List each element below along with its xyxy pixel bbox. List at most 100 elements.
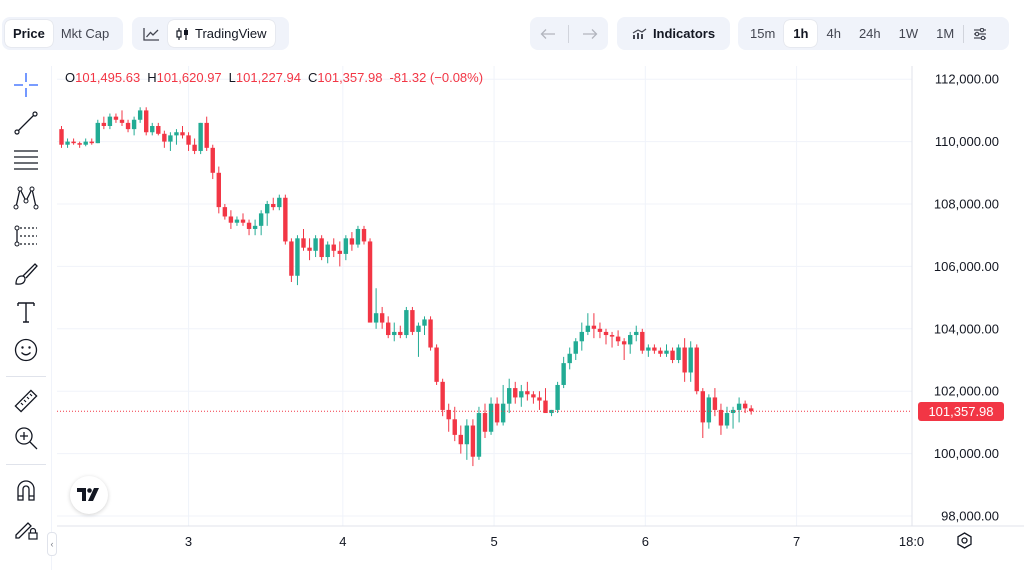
candle-body [543, 400, 548, 414]
crosshair-tool[interactable] [9, 70, 43, 100]
candle [295, 235, 300, 286]
candle [313, 235, 318, 258]
tool-divider-2 [6, 464, 46, 465]
candle [476, 406, 482, 460]
candle [398, 325, 403, 339]
candle [664, 344, 669, 357]
candle [150, 122, 155, 136]
candle [652, 344, 657, 354]
candle [222, 204, 228, 220]
candle-body [452, 419, 457, 435]
prediction-tool[interactable] [9, 221, 43, 251]
candle-body [174, 132, 179, 136]
candle [228, 210, 234, 229]
candle [712, 388, 718, 417]
candle-body [246, 222, 252, 229]
candle-body [609, 335, 615, 337]
candle [119, 110, 125, 126]
interval-15m[interactable]: 15m [750, 26, 776, 41]
candle [621, 338, 627, 360]
candle [658, 347, 663, 357]
candle [513, 381, 518, 404]
price-option[interactable]: Price [5, 20, 53, 47]
candle [174, 129, 179, 145]
candle [591, 313, 597, 339]
candle [434, 344, 439, 385]
interval-24h[interactable]: 24h [858, 26, 881, 41]
candle-body [234, 219, 240, 223]
candle [428, 316, 433, 351]
candle-body [470, 425, 476, 457]
zoom-in-tool[interactable] [9, 423, 43, 453]
candle-body [658, 350, 663, 354]
prediction-icon [14, 225, 37, 247]
candle-body [591, 325, 597, 329]
redo-button[interactable] [574, 20, 606, 47]
time-tick-label: 18:0 [899, 534, 924, 549]
data-type-switch: Price Mkt Cap [2, 17, 123, 50]
candle [337, 241, 342, 267]
candle-body [482, 413, 488, 432]
candle [131, 116, 137, 136]
candle-body [646, 347, 651, 351]
emoji-icon [14, 338, 38, 362]
market-cap-option[interactable]: Mkt Cap [60, 26, 110, 41]
brush-tool[interactable] [9, 259, 43, 289]
candle [59, 126, 64, 148]
chart-settings-button[interactable] [964, 20, 996, 47]
candles [59, 107, 754, 467]
candle-body [343, 238, 349, 254]
candle-body [355, 228, 361, 245]
text-tool[interactable] [9, 297, 43, 327]
candle-body [107, 116, 113, 126]
time-axis: 3 4 5 6 7 18:0 [185, 534, 924, 549]
ruler-tool[interactable] [9, 386, 43, 416]
price-tick-label: 98,000.00 [941, 509, 999, 524]
magnet-tool[interactable] [9, 475, 43, 505]
candle [107, 113, 113, 130]
candle [289, 238, 294, 282]
pattern-tool[interactable] [9, 183, 43, 213]
undo-button[interactable] [532, 20, 564, 47]
price-tick-label: 112,000.00 [935, 72, 999, 87]
interval-1h[interactable]: 1h [784, 20, 818, 47]
candle-body [398, 331, 403, 336]
candle [246, 219, 252, 236]
time-tick-label: 6 [642, 534, 649, 549]
indicators-button[interactable]: Indicators [617, 17, 730, 50]
candle [95, 119, 100, 144]
lock-drawings-tool[interactable] [9, 513, 43, 543]
collapse-toolbar-button[interactable]: ‹ [47, 532, 57, 556]
candle-body [597, 328, 603, 332]
candle-body [162, 133, 167, 142]
candle-body [410, 310, 415, 332]
price-tick-label: 104,000.00 [934, 321, 999, 336]
fib-retracement-icon [14, 150, 38, 170]
line-chart-option[interactable] [135, 20, 168, 47]
candle [89, 138, 94, 145]
tradingview-logo[interactable] [70, 476, 108, 514]
candle-body [77, 143, 82, 145]
candle [543, 388, 548, 414]
chart-properties-button[interactable] [954, 530, 974, 550]
candle [628, 331, 633, 354]
candle-body [319, 238, 324, 258]
trend-line-tool[interactable] [9, 108, 43, 138]
trend-line-icon [14, 111, 38, 135]
emoji-tool[interactable] [9, 335, 43, 365]
candle-body [513, 388, 518, 398]
candle-body [325, 244, 330, 258]
candle-body [65, 141, 70, 145]
interval-1m[interactable]: 1M [936, 26, 955, 41]
interval-1w[interactable]: 1W [898, 26, 919, 41]
price-tick-label: 108,000.00 [934, 197, 999, 212]
candle [749, 405, 754, 415]
candle [373, 288, 379, 329]
candle-body [150, 126, 155, 133]
fib-retracement-tool[interactable] [9, 145, 43, 175]
candle-body [204, 122, 209, 148]
tradingview-option[interactable]: TradingView [168, 20, 275, 47]
interval-4h[interactable]: 4h [826, 26, 841, 41]
history-controls [530, 17, 608, 50]
